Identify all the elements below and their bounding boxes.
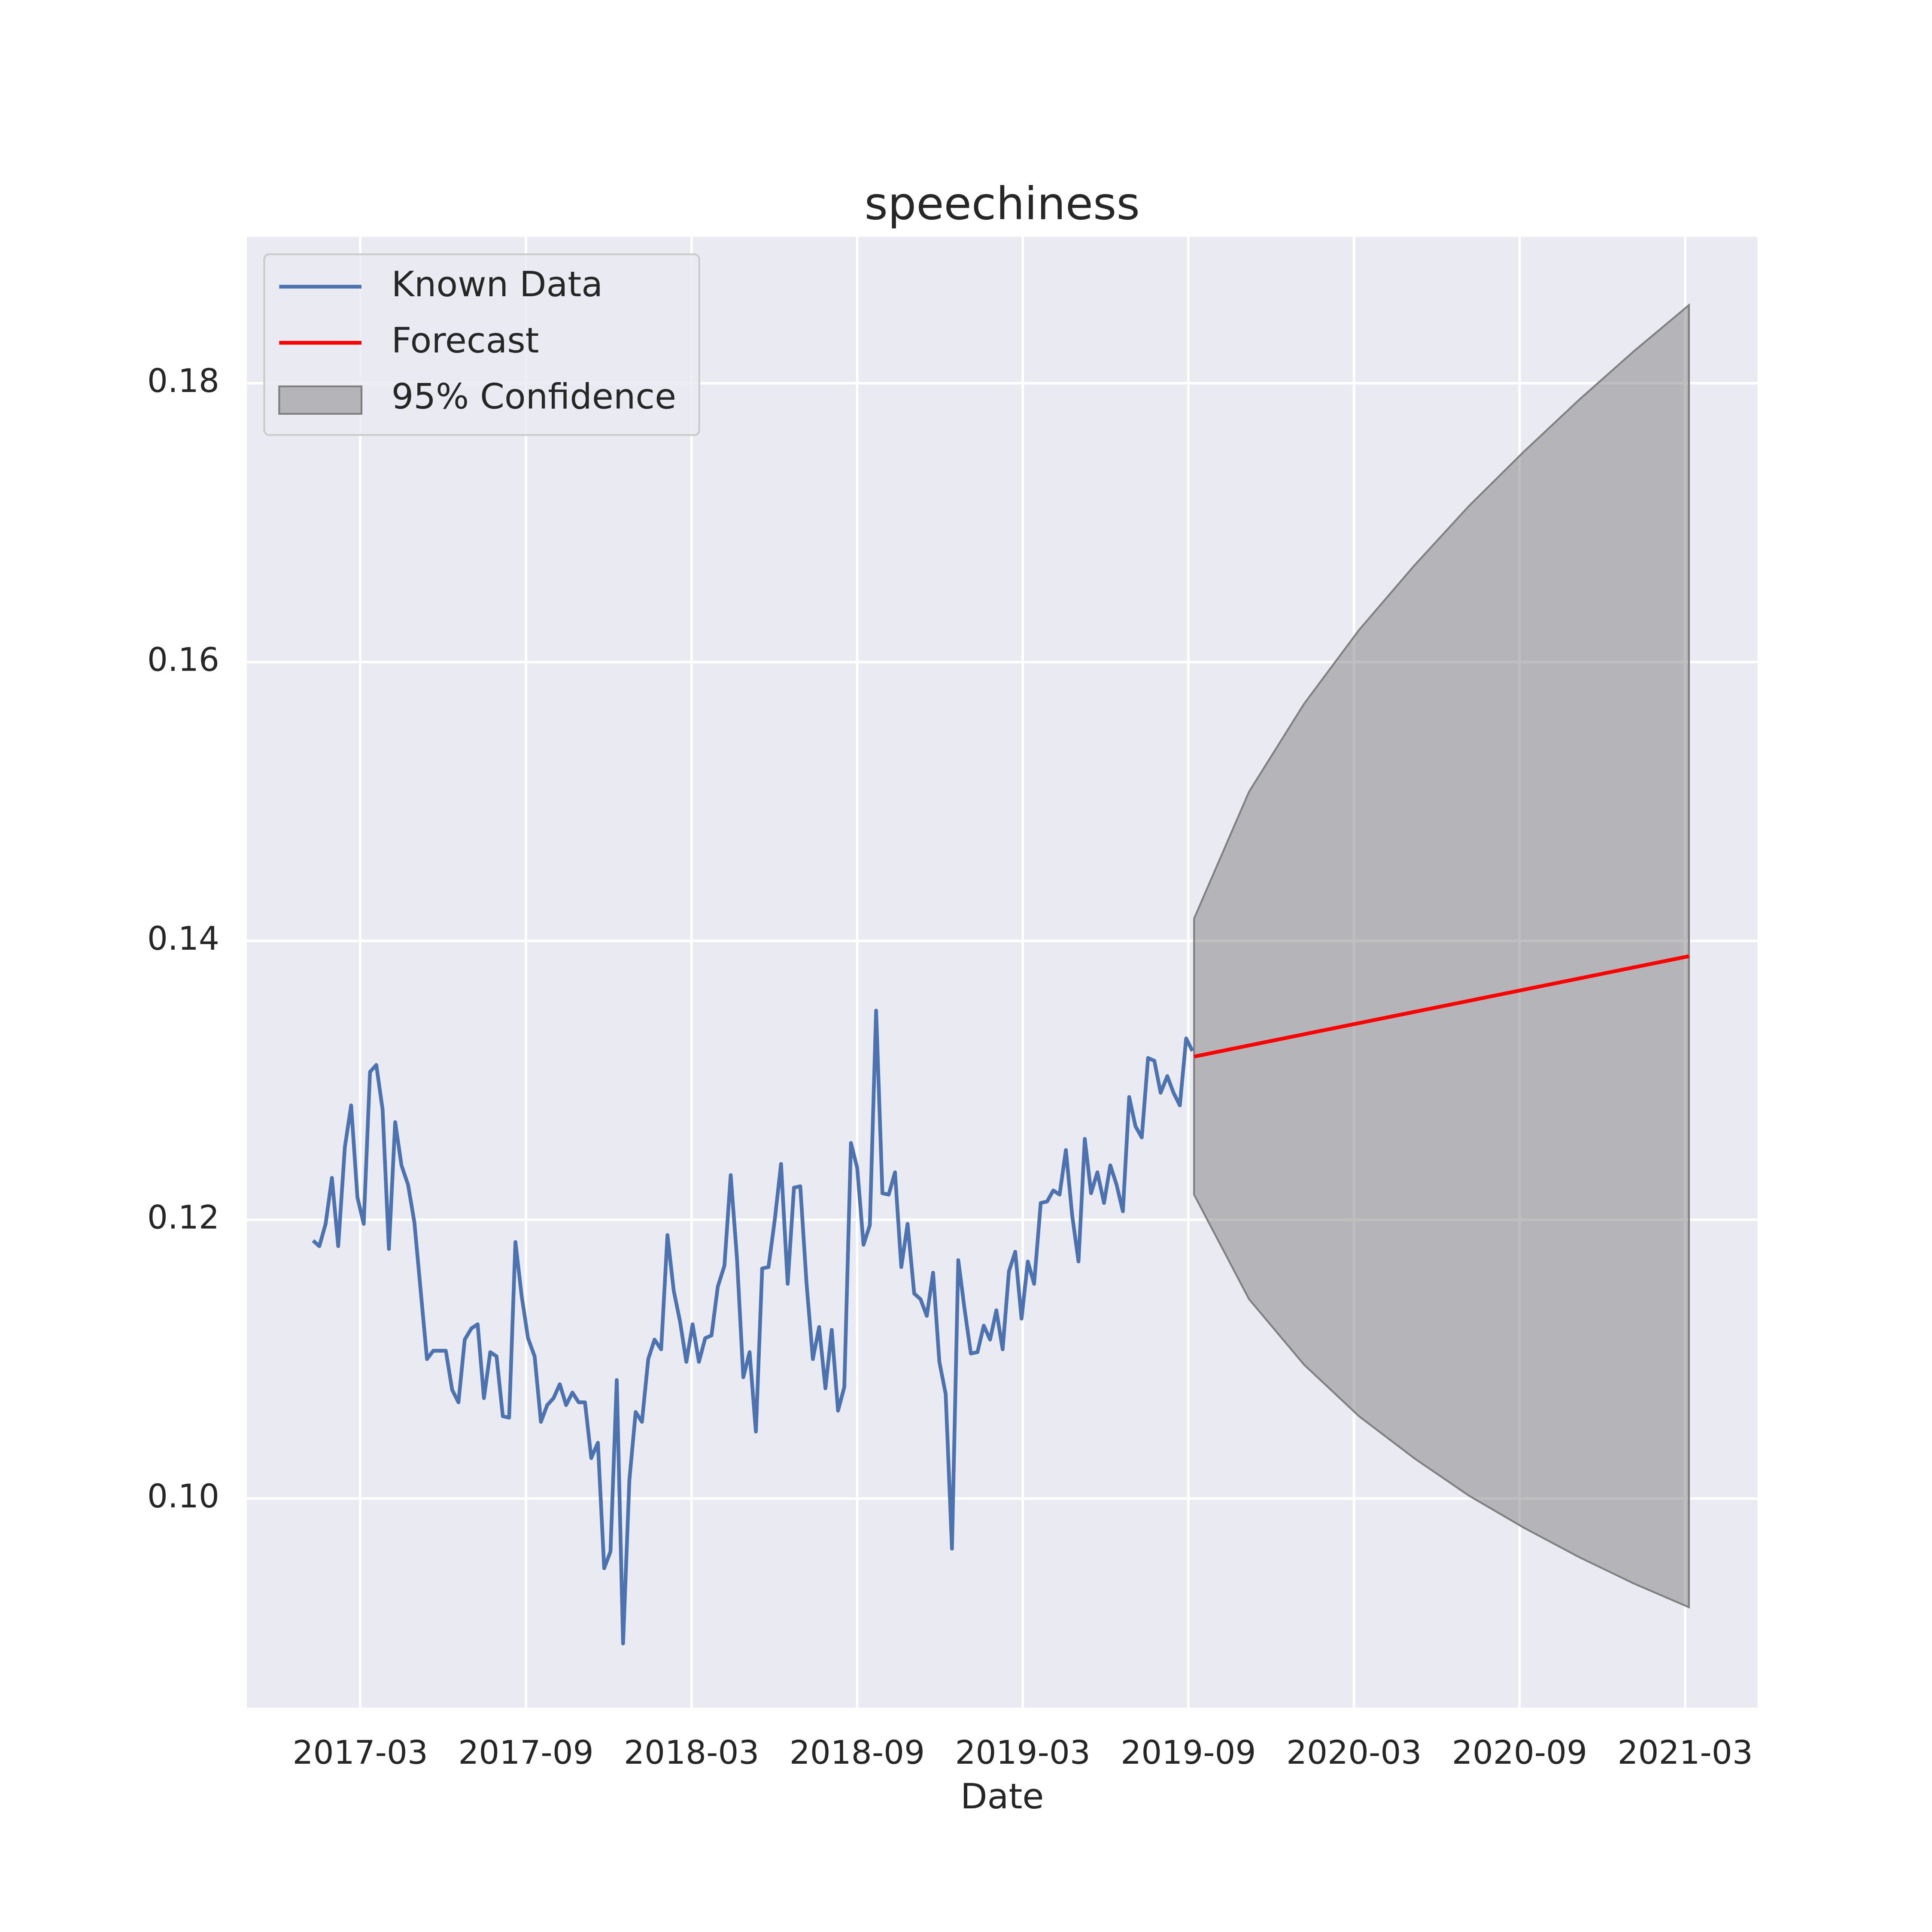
legend-label: Known Data (392, 264, 603, 305)
x-tick-label: 2017-03 (293, 1734, 428, 1771)
y-tick-label: 0.12 (147, 1198, 219, 1236)
legend: Known Data Forecast 95% Confidence (263, 253, 700, 436)
y-tick-label: 0.10 (147, 1477, 219, 1515)
series-line (1194, 954, 1689, 1059)
x-tick-label: 2018-03 (624, 1734, 759, 1771)
legend-swatch (278, 385, 363, 415)
x-tick-label: 2020-09 (1452, 1734, 1587, 1771)
x-tick-label: 2019-09 (1121, 1734, 1256, 1771)
marks (312, 303, 1690, 1646)
y-tick-label: 0.14 (147, 920, 219, 957)
y-tick-label: 0.16 (147, 641, 219, 679)
x-tick-label: 2019-03 (955, 1734, 1091, 1771)
y-tick-label: 0.18 (147, 362, 219, 400)
series-line (312, 1009, 1194, 1646)
labels: 0.10 0.12 0.14 0.16 0.18 2017-03 2017-09 2018-0… (147, 362, 1753, 1771)
legend-label: 95% Confidence (392, 377, 677, 417)
x-tick-label: 2021-03 (1617, 1734, 1753, 1771)
x-axis-label: Date (960, 1777, 1044, 1817)
x-tick-label: 2020-03 (1286, 1734, 1422, 1771)
legend-box (263, 253, 700, 436)
x-tick-label: 2017-09 (458, 1734, 593, 1771)
legend-label: Forecast (392, 321, 539, 361)
x-tick-label: 2018-09 (790, 1734, 925, 1771)
chart-title: speechiness (864, 178, 1139, 230)
confidence-band (1193, 303, 1690, 1609)
